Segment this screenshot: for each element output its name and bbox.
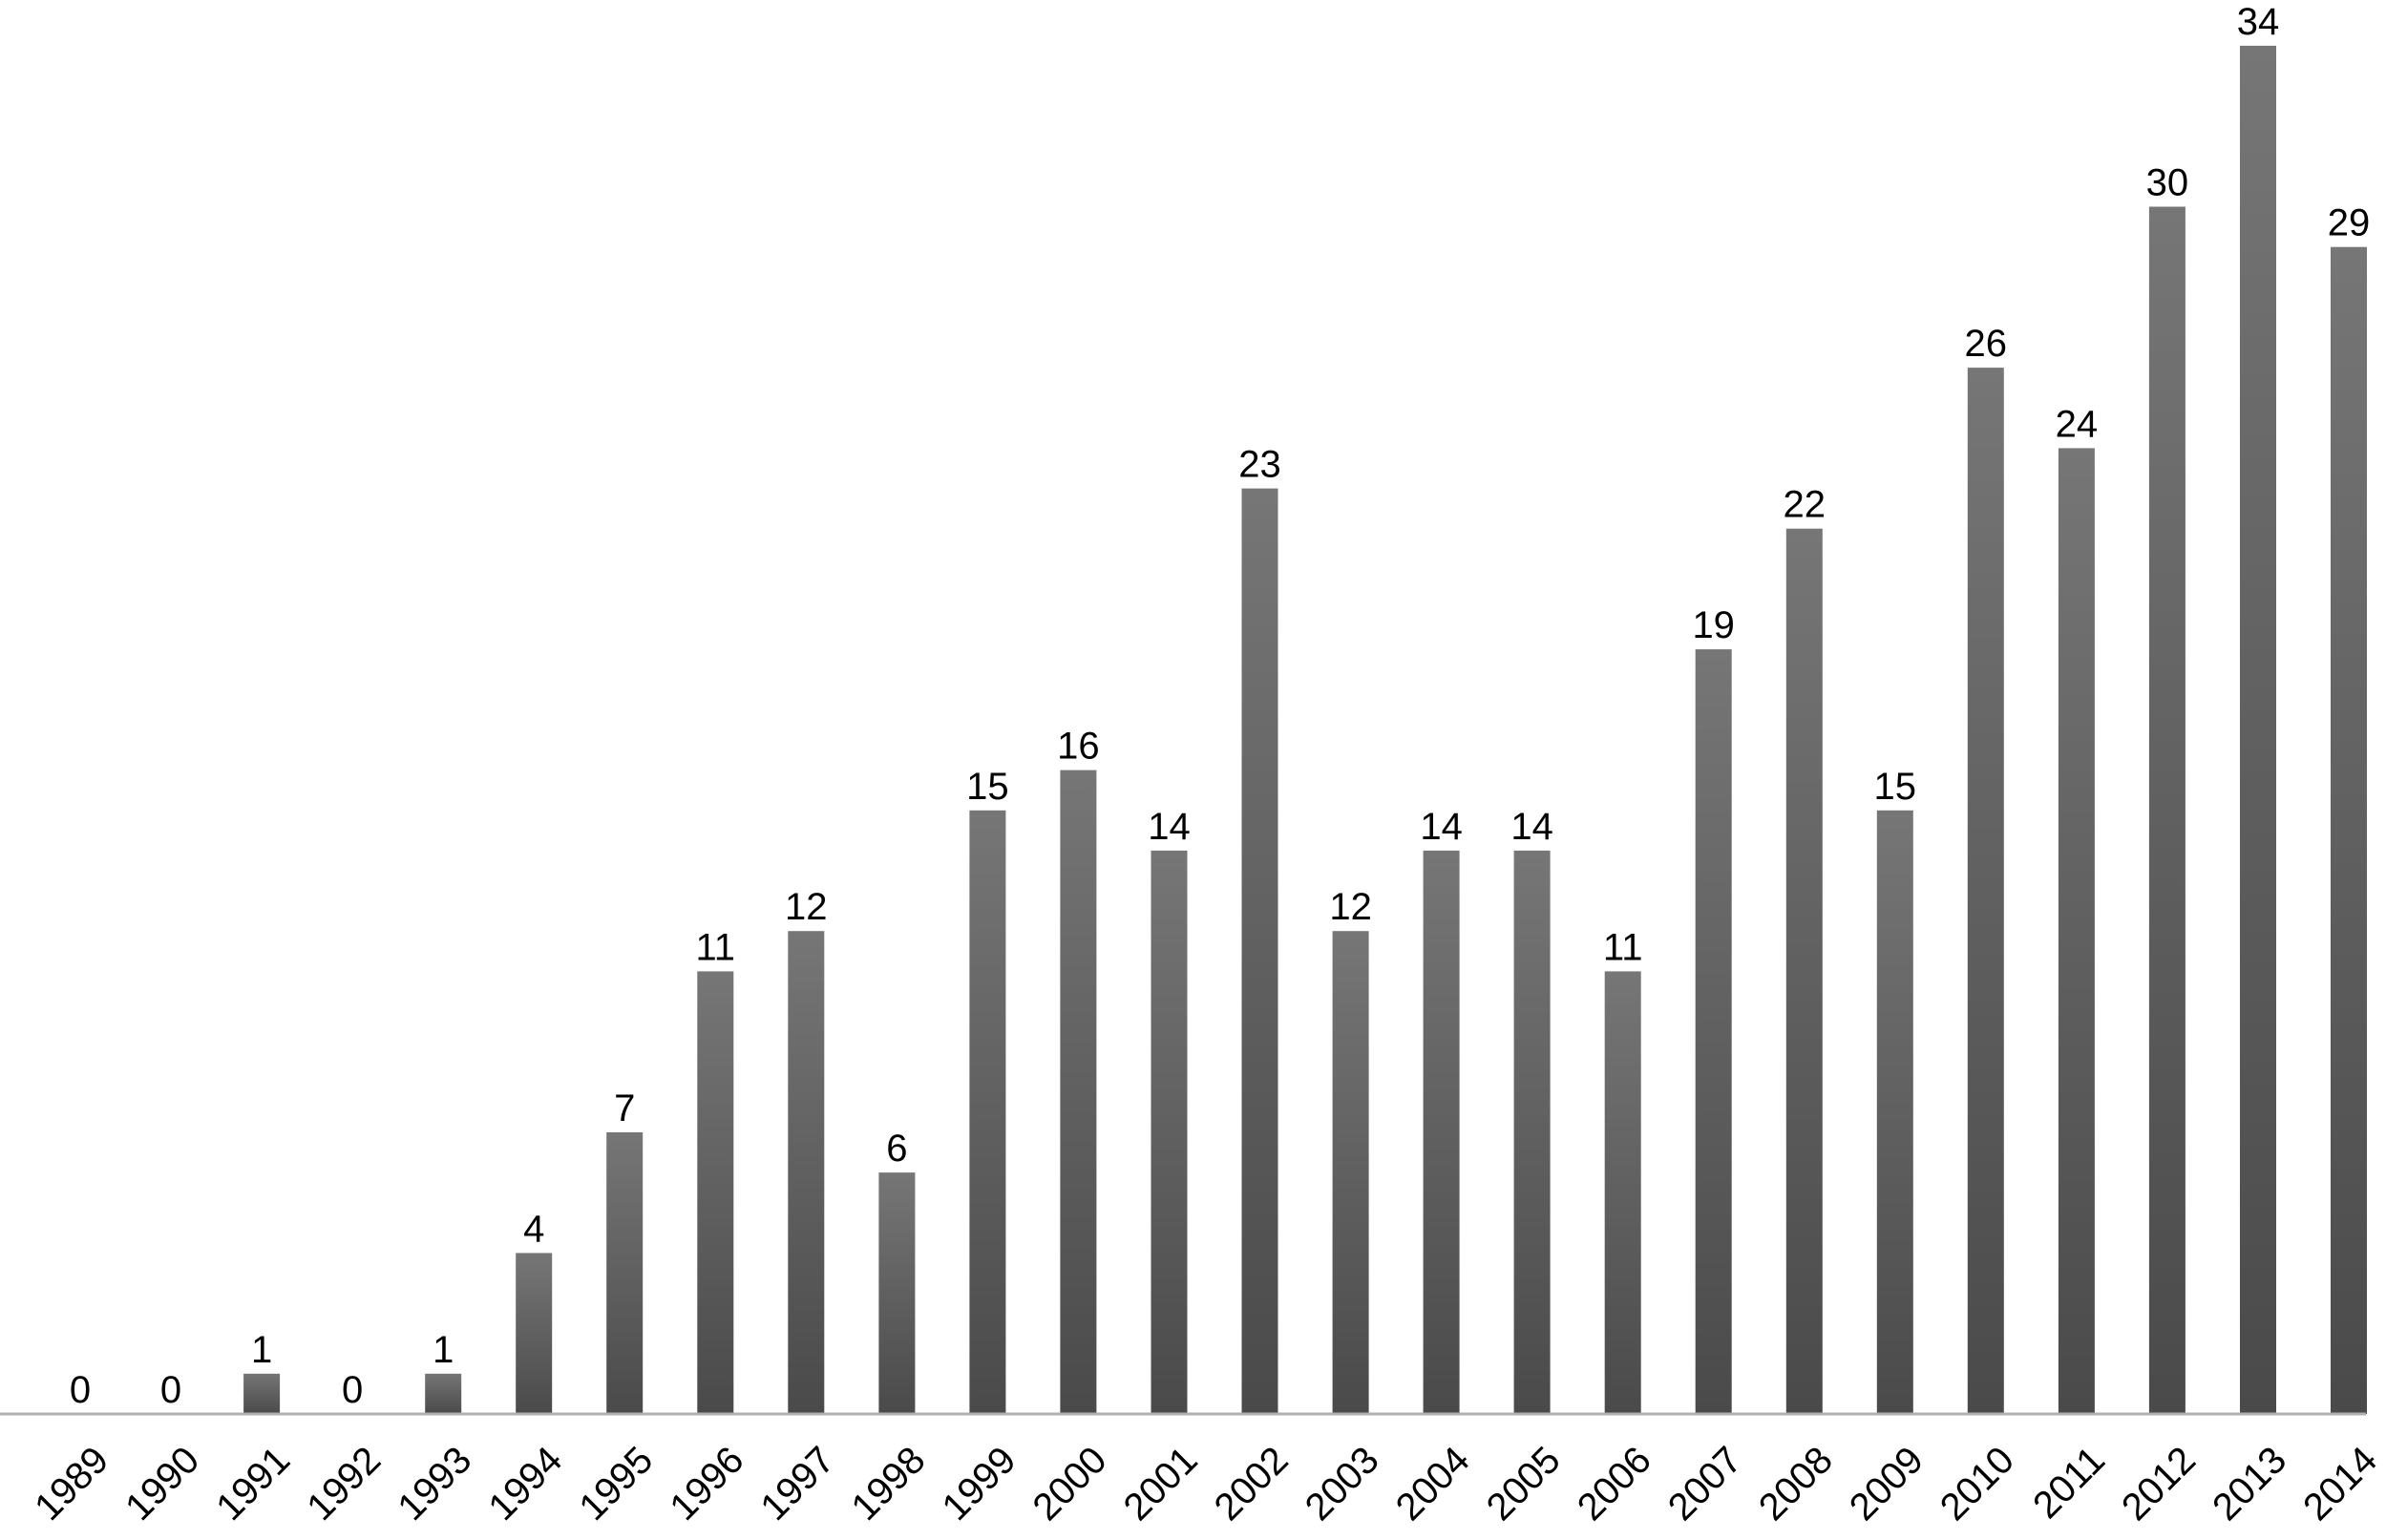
data-label-2006: 11 bbox=[1603, 926, 1643, 968]
x-tick-label-2007: 2007 bbox=[1660, 1439, 1750, 1529]
bar-1995 bbox=[606, 1132, 644, 1415]
x-tick-label-2010: 2010 bbox=[1932, 1439, 2022, 1529]
data-label-2007: 19 bbox=[1692, 604, 1735, 646]
bar-1994 bbox=[516, 1253, 553, 1414]
data-label-2010: 26 bbox=[1965, 323, 2008, 365]
bar-2009 bbox=[1876, 810, 1913, 1415]
x-tick-label-1989: 1989 bbox=[27, 1439, 116, 1529]
bar-2011 bbox=[2058, 448, 2095, 1414]
bar-2013 bbox=[2240, 45, 2276, 1414]
x-tick-label-1998: 1998 bbox=[844, 1439, 934, 1529]
data-label-2003: 12 bbox=[1329, 886, 1372, 928]
bars-group bbox=[243, 45, 2367, 1415]
x-tick-label-1995: 1995 bbox=[571, 1439, 661, 1529]
x-tick-label-2012: 2012 bbox=[2114, 1439, 2204, 1529]
bar-1997 bbox=[788, 931, 825, 1414]
bar-2012 bbox=[2148, 206, 2185, 1414]
bar-2004 bbox=[1423, 850, 1460, 1414]
data-label-1989: 0 bbox=[70, 1369, 91, 1411]
x-tick-label-2002: 2002 bbox=[1207, 1439, 1297, 1529]
x-tick-label-1993: 1993 bbox=[390, 1439, 479, 1529]
data-label-1996: 11 bbox=[696, 926, 736, 968]
data-label-2002: 23 bbox=[1238, 444, 1281, 486]
x-tick-label-2005: 2005 bbox=[1479, 1439, 1569, 1529]
data-label-2000: 16 bbox=[1057, 726, 1100, 768]
x-tick-label-2008: 2008 bbox=[1751, 1439, 1841, 1529]
bar-2001 bbox=[1151, 850, 1188, 1414]
x-tick-label-1990: 1990 bbox=[117, 1439, 207, 1529]
x-tick-label-1994: 1994 bbox=[480, 1439, 570, 1529]
bar-1996 bbox=[697, 971, 734, 1414]
x-tick-label-2006: 2006 bbox=[1570, 1439, 1659, 1529]
data-label-1991: 1 bbox=[251, 1329, 272, 1371]
data-label-1993: 1 bbox=[433, 1329, 454, 1371]
data-label-1997: 12 bbox=[785, 886, 828, 928]
bar-1999 bbox=[969, 810, 1006, 1415]
x-tick-labels-group: 1989 1990 1991 1992 1993 1994 1995 1996 1997 1998… bbox=[27, 1439, 2385, 1529]
bar-2003 bbox=[1332, 931, 1369, 1414]
bar-2006 bbox=[1604, 971, 1641, 1414]
x-tick-label-1991: 1991 bbox=[208, 1439, 298, 1529]
data-label-2005: 14 bbox=[1510, 806, 1553, 848]
x-tick-label-2004: 2004 bbox=[1388, 1439, 1478, 1529]
data-label-1992: 0 bbox=[342, 1369, 363, 1411]
bar-2005 bbox=[1513, 850, 1551, 1414]
data-label-2001: 14 bbox=[1148, 806, 1191, 848]
x-tick-label-2009: 2009 bbox=[1842, 1439, 1932, 1529]
x-tick-label-1996: 1996 bbox=[662, 1439, 751, 1529]
bar-2010 bbox=[1967, 368, 2004, 1415]
x-tick-label-2001: 2001 bbox=[1116, 1439, 1206, 1529]
data-label-2012: 30 bbox=[2146, 162, 2189, 204]
x-tick-label-1992: 1992 bbox=[299, 1439, 389, 1529]
x-tick-label-1999: 1999 bbox=[935, 1439, 1024, 1529]
data-label-2009: 15 bbox=[1874, 766, 1917, 808]
x-tick-label-2014: 2014 bbox=[2295, 1439, 2385, 1529]
data-label-1998: 6 bbox=[886, 1128, 907, 1170]
data-label-2004: 14 bbox=[1420, 806, 1463, 848]
data-label-2014: 29 bbox=[2328, 202, 2371, 244]
x-tick-label-2013: 2013 bbox=[2205, 1439, 2294, 1529]
bar-1998 bbox=[878, 1172, 916, 1414]
data-label-2008: 22 bbox=[1784, 484, 1826, 526]
data-label-1999: 15 bbox=[966, 766, 1009, 808]
x-tick-label-2003: 2003 bbox=[1298, 1439, 1387, 1529]
bar-1991 bbox=[243, 1373, 281, 1414]
bar-2002 bbox=[1241, 488, 1278, 1415]
data-label-1990: 0 bbox=[160, 1369, 181, 1411]
x-tick-label-2011: 2011 bbox=[2025, 1439, 2113, 1527]
data-label-1995: 7 bbox=[614, 1087, 635, 1129]
bar-2014 bbox=[2331, 246, 2367, 1415]
bar-2008 bbox=[1785, 528, 1823, 1414]
bar-2000 bbox=[1060, 770, 1097, 1414]
data-label-2013: 34 bbox=[2237, 1, 2280, 43]
bar-1993 bbox=[425, 1373, 462, 1414]
bar-2007 bbox=[1695, 649, 1732, 1414]
data-label-1994: 4 bbox=[523, 1208, 544, 1250]
data-label-2011: 24 bbox=[2056, 403, 2099, 445]
x-tick-label-1997: 1997 bbox=[752, 1439, 842, 1529]
x-tick-label-2000: 2000 bbox=[1025, 1439, 1115, 1529]
